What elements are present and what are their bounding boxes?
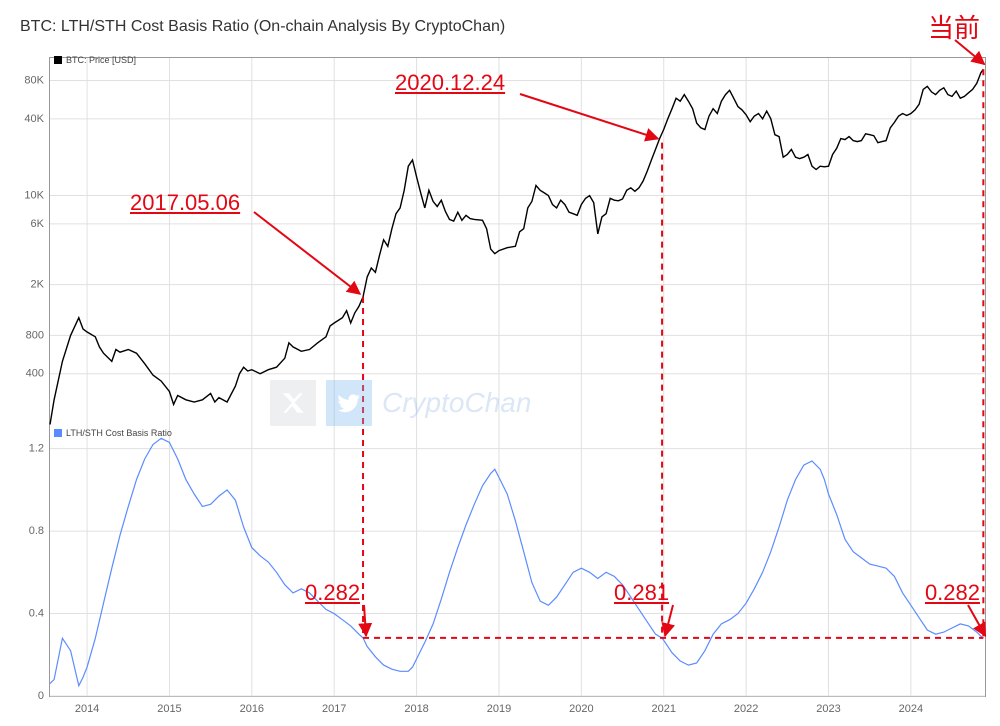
price-legend: BTC: Price [USD] xyxy=(54,55,136,65)
annotation-value-1: 0.282 xyxy=(305,580,360,606)
ratio-legend: LTH/STH Cost Basis Ratio xyxy=(54,428,172,438)
annotation-current: 当前 xyxy=(928,8,980,45)
watermark-twitter-icon xyxy=(326,380,372,426)
svg-text:2014: 2014 xyxy=(75,703,99,715)
svg-text:2019: 2019 xyxy=(487,703,511,715)
svg-text:2017: 2017 xyxy=(322,703,346,715)
svg-text:80K: 80K xyxy=(24,74,44,86)
svg-text:0.8: 0.8 xyxy=(29,525,44,537)
chart-svg: 400 800 2K 6K 10K 40K 80K 0 0.4 0.8 1.2 2014 2015 201… xyxy=(0,0,1000,726)
chart-container: BTC: LTH/STH Cost Basis Ratio (On-chain … xyxy=(0,0,1000,726)
price-legend-swatch xyxy=(54,56,62,64)
annotation-value-3: 0.282 xyxy=(925,580,980,606)
svg-text:2020: 2020 xyxy=(569,703,593,715)
ratio-legend-swatch xyxy=(54,429,62,437)
svg-text:800: 800 xyxy=(26,329,44,341)
svg-text:2016: 2016 xyxy=(240,703,264,715)
annotation-value-2: 0.281 xyxy=(614,580,669,606)
watermark-text: CryptoChan xyxy=(382,387,531,419)
svg-text:0.4: 0.4 xyxy=(29,608,44,620)
svg-text:10K: 10K xyxy=(24,190,44,202)
watermark: CryptoChan xyxy=(270,380,531,426)
annotation-2017-date: 2017.05.06 xyxy=(130,190,240,216)
chart-title: BTC: LTH/STH Cost Basis Ratio (On-chain … xyxy=(20,18,505,36)
price-legend-label: BTC: Price [USD] xyxy=(66,55,136,65)
svg-text:400: 400 xyxy=(26,368,44,380)
ratio-legend-label: LTH/STH Cost Basis Ratio xyxy=(66,428,172,438)
svg-text:40K: 40K xyxy=(24,113,44,125)
svg-text:2018: 2018 xyxy=(404,703,428,715)
svg-text:2K: 2K xyxy=(31,279,45,291)
svg-text:2022: 2022 xyxy=(734,703,758,715)
svg-text:0: 0 xyxy=(38,690,44,702)
watermark-x-icon xyxy=(270,380,316,426)
svg-text:1.2: 1.2 xyxy=(29,443,44,455)
svg-text:2021: 2021 xyxy=(651,703,675,715)
annotation-2020-date: 2020.12.24 xyxy=(395,70,505,96)
svg-text:2024: 2024 xyxy=(899,703,923,715)
svg-text:2015: 2015 xyxy=(157,703,181,715)
svg-text:6K: 6K xyxy=(31,218,45,230)
svg-text:2023: 2023 xyxy=(816,703,840,715)
